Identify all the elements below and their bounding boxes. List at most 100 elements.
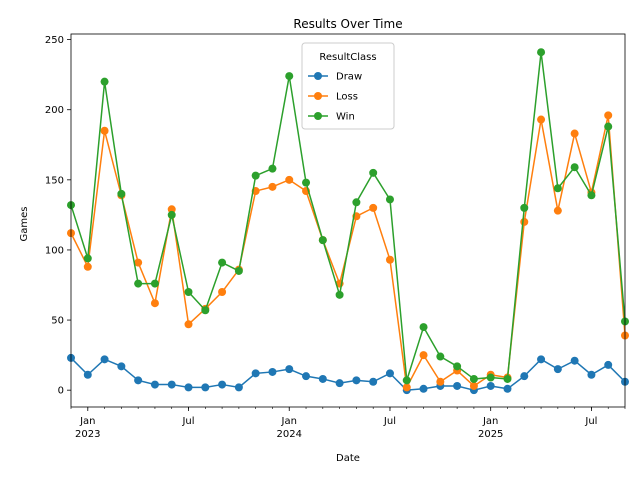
y-tick-label: 250 — [45, 35, 64, 46]
data-point-win — [117, 189, 126, 198]
data-point-loss — [436, 377, 445, 386]
y-tick-label: 50 — [51, 316, 64, 327]
data-point-win — [604, 122, 613, 131]
data-point-loss — [150, 299, 159, 308]
data-point-win — [436, 352, 445, 361]
data-point-draw — [352, 376, 361, 385]
legend: ResultClass Draw Loss Win — [301, 42, 395, 130]
legend-title: ResultClass — [319, 52, 376, 63]
legend-label-draw: Draw — [336, 72, 362, 83]
data-point-draw — [302, 372, 311, 381]
data-point-draw — [218, 380, 227, 389]
data-point-win — [469, 374, 478, 383]
data-point-loss — [469, 381, 478, 390]
data-point-draw — [167, 380, 176, 389]
data-point-draw — [335, 379, 344, 388]
legend-marker-draw — [314, 72, 322, 80]
data-point-win — [100, 77, 109, 86]
data-point-draw — [318, 374, 327, 383]
data-point-loss — [100, 126, 109, 135]
data-point-loss — [218, 288, 227, 297]
data-point-draw — [453, 381, 462, 390]
data-point-loss — [385, 255, 394, 264]
data-point-loss — [553, 206, 562, 215]
data-point-draw — [201, 383, 210, 392]
data-point-loss — [268, 182, 277, 191]
data-point-loss — [285, 175, 294, 184]
data-point-win — [537, 48, 546, 57]
series-line-draw — [70, 357, 626, 391]
data-point-draw — [419, 384, 428, 393]
data-point-draw — [285, 365, 294, 374]
data-point-loss — [184, 320, 193, 329]
data-point-draw — [251, 369, 260, 378]
data-point-loss — [83, 262, 92, 271]
x-tick-year-label: 2023 — [75, 429, 100, 440]
legend-label-win: Win — [336, 112, 355, 123]
data-point-win — [369, 168, 378, 177]
data-point-draw — [604, 360, 613, 369]
data-point-win — [234, 266, 243, 275]
data-point-win — [134, 279, 143, 288]
x-axis-title: Date — [336, 453, 360, 464]
data-point-win — [83, 254, 92, 263]
legend-label-loss: Loss — [336, 92, 358, 103]
data-point-draw — [553, 365, 562, 374]
data-point-win — [302, 178, 311, 187]
chart-title: Results Over Time — [293, 17, 402, 31]
data-point-win — [419, 323, 428, 332]
data-point-draw — [268, 367, 277, 376]
data-point-draw — [150, 380, 159, 389]
x-tick-label: Jul — [181, 416, 194, 427]
data-point-win — [402, 376, 411, 385]
data-point-win — [318, 236, 327, 245]
data-point-draw — [486, 381, 495, 390]
data-point-win — [352, 198, 361, 207]
x-tick-label: Jan — [281, 416, 297, 427]
data-point-win — [453, 362, 462, 371]
data-point-draw — [503, 384, 512, 393]
data-point-win — [268, 164, 277, 173]
data-point-draw — [570, 356, 579, 365]
data-point-win — [553, 184, 562, 193]
data-point-draw — [117, 362, 126, 371]
data-point-loss — [402, 383, 411, 392]
plot-area: Jan 2023 Jul Jan 2024 Jul Jan 2025 Jul 0 50 100 150 2… — [45, 33, 629, 440]
data-point-win — [184, 288, 193, 297]
data-point-win — [167, 210, 176, 219]
y-tick-label: 100 — [45, 245, 64, 256]
data-point-win — [587, 191, 596, 200]
data-point-win — [385, 195, 394, 204]
data-point-draw — [184, 383, 193, 392]
data-point-loss — [134, 258, 143, 267]
x-tick-year-label: 2025 — [478, 429, 503, 440]
data-point-loss — [167, 205, 176, 214]
data-point-win — [335, 290, 344, 299]
data-point-loss — [520, 217, 529, 226]
data-point-draw — [100, 355, 109, 364]
data-point-draw — [234, 383, 243, 392]
data-point-draw — [385, 369, 394, 378]
axes-frame — [70, 33, 626, 408]
data-point-draw — [587, 370, 596, 379]
data-point-loss — [537, 115, 546, 124]
legend-marker-win — [314, 112, 322, 120]
y-tick-label: 150 — [45, 175, 64, 186]
data-point-win — [201, 306, 210, 315]
data-point-win — [570, 163, 579, 172]
data-point-draw — [369, 377, 378, 386]
data-point-win — [285, 72, 294, 81]
legend-marker-loss — [314, 92, 322, 100]
data-point-loss — [570, 129, 579, 138]
data-point-loss — [419, 351, 428, 360]
legend-frame — [301, 42, 395, 130]
data-point-win — [218, 258, 227, 267]
data-point-win — [486, 373, 495, 382]
x-tick-label: Jan — [79, 416, 95, 427]
data-point-draw — [83, 370, 92, 379]
data-point-draw — [537, 355, 546, 364]
y-axis-title: Games — [19, 207, 30, 242]
data-point-draw — [134, 376, 143, 385]
data-point-loss — [604, 111, 613, 120]
